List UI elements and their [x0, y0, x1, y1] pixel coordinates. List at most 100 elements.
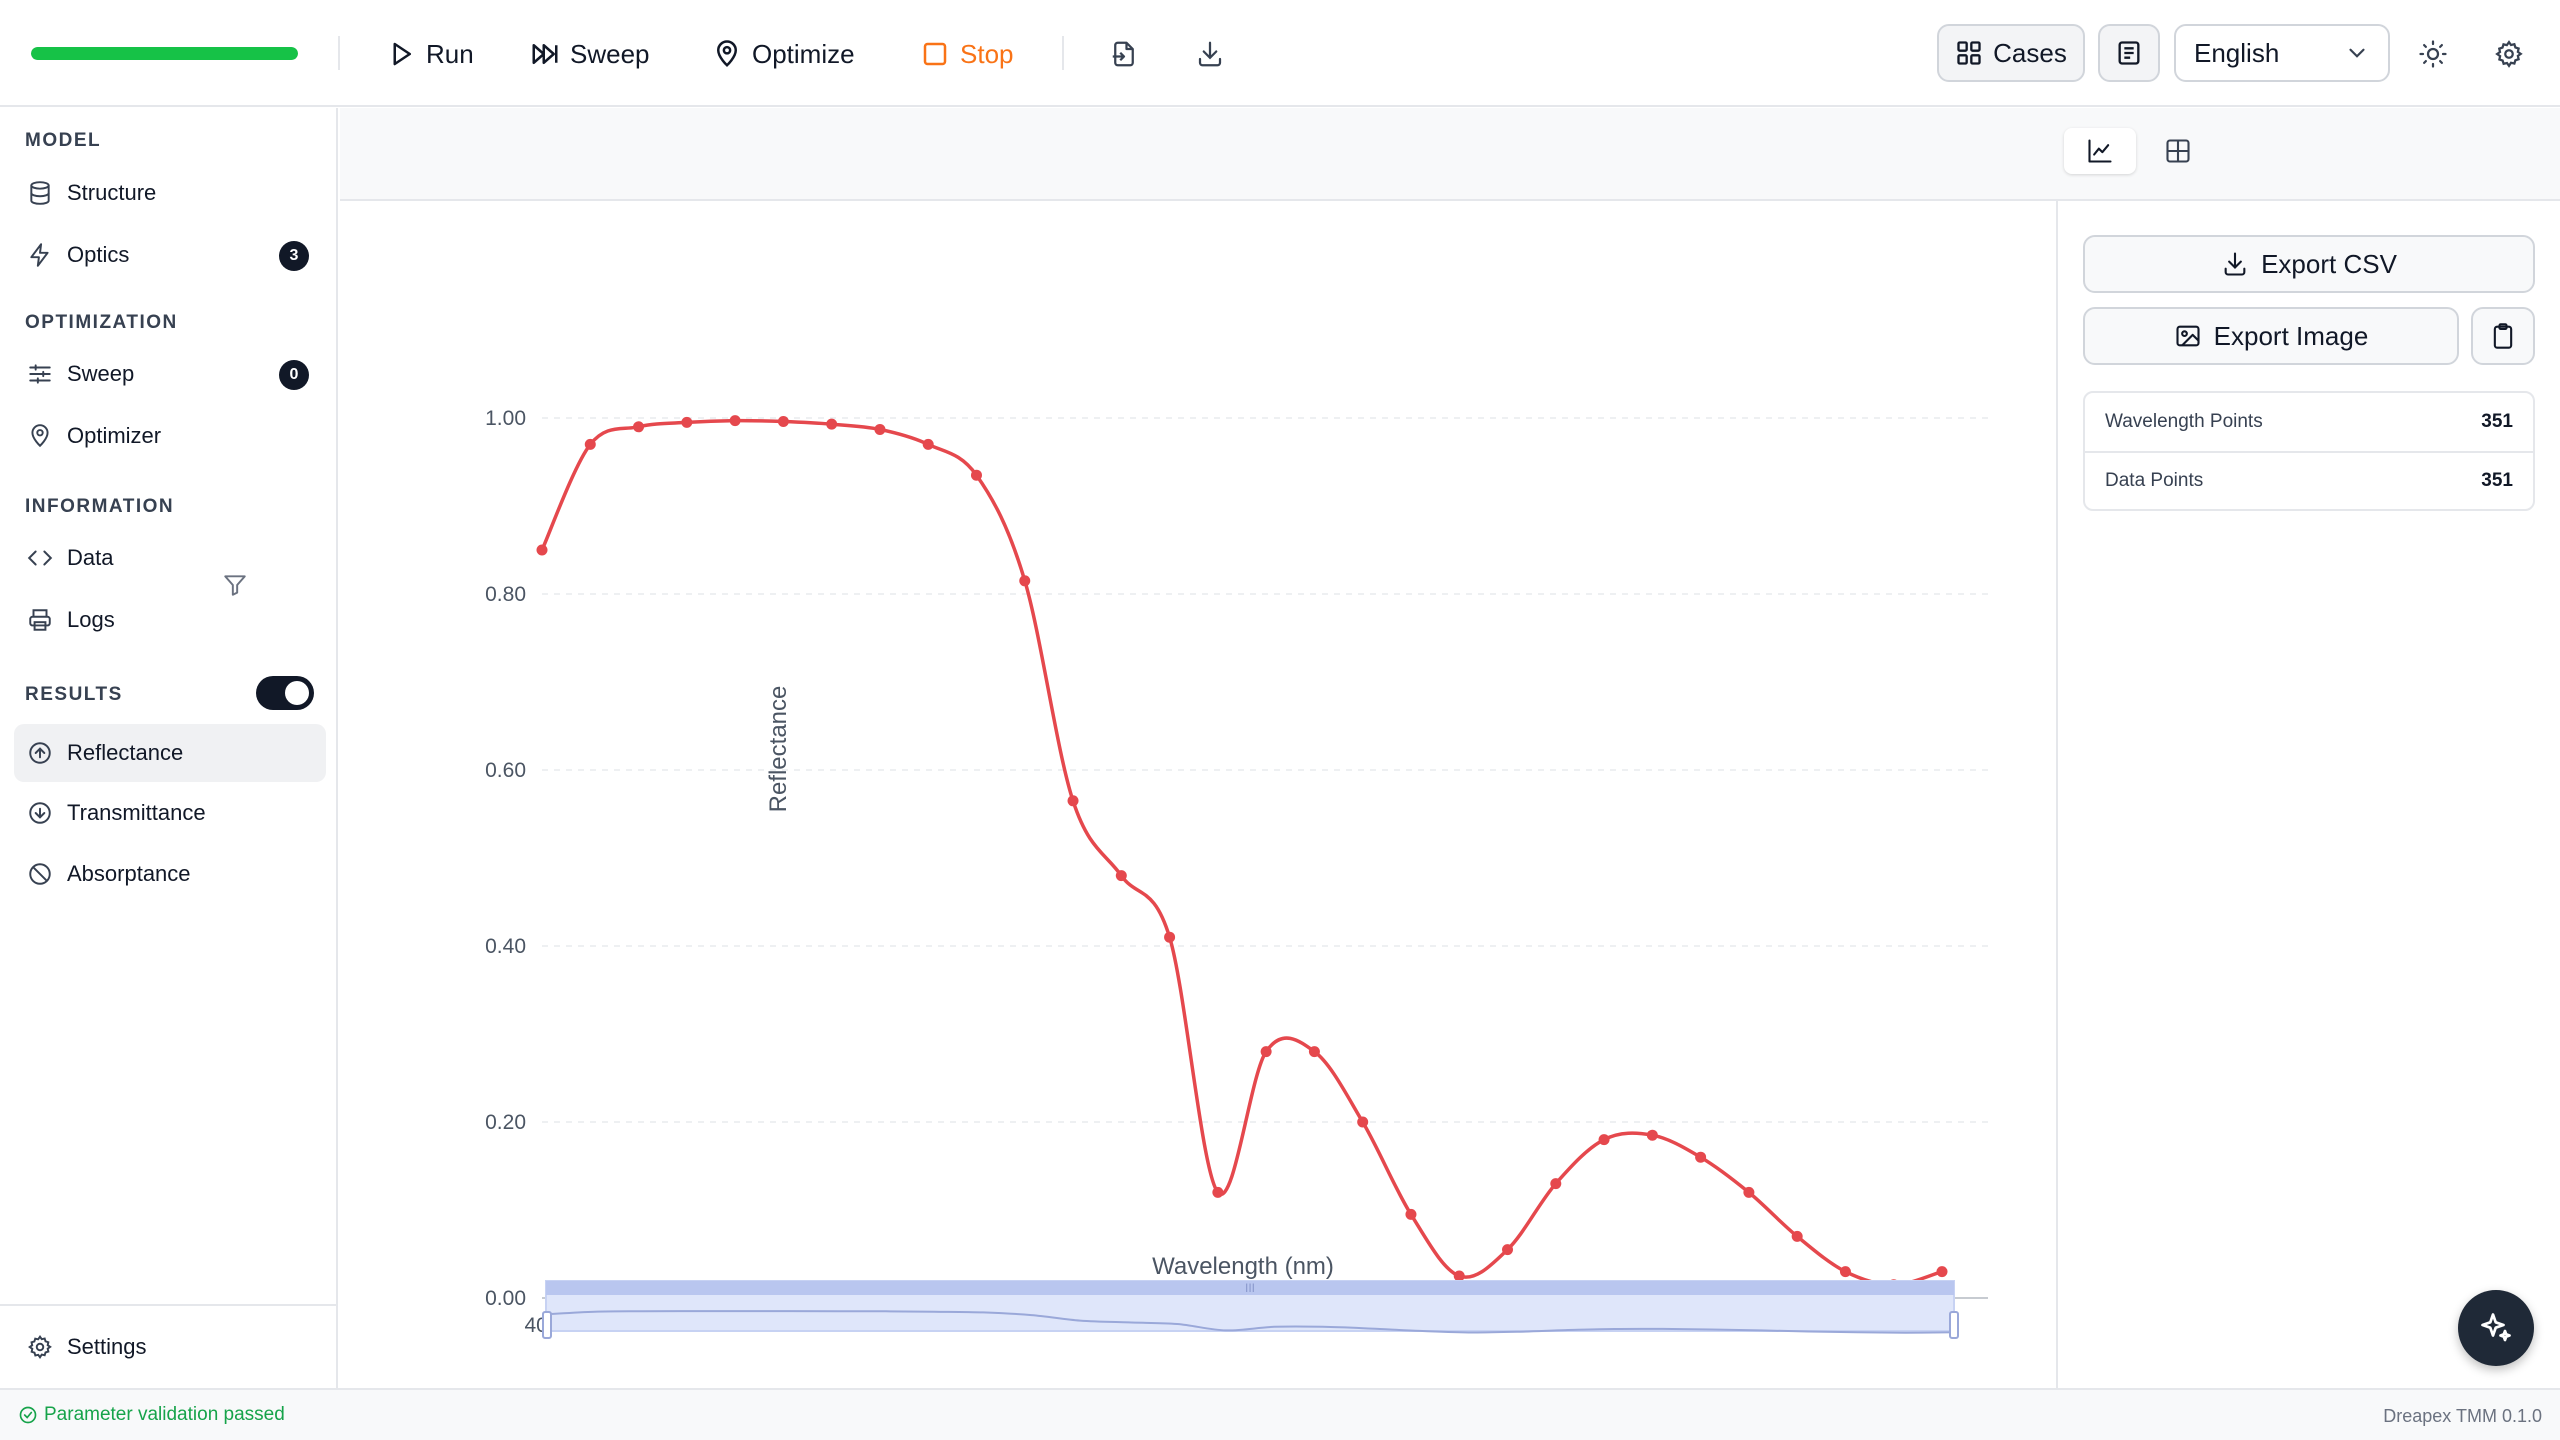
- toolbar: Run Sweep Optimize Stop Cases English: [0, 0, 2560, 107]
- cases-button[interactable]: Cases: [1937, 24, 2085, 82]
- data-point[interactable]: [681, 416, 693, 428]
- results-toggle[interactable]: [256, 676, 314, 710]
- download-button[interactable]: [1190, 34, 1230, 74]
- check-circle-icon: [19, 1406, 37, 1424]
- zoom-handle-left[interactable]: [542, 1311, 552, 1339]
- sweep-count-badge: 0: [279, 360, 309, 390]
- data-zoom-slider[interactable]: III: [542, 1280, 1959, 1339]
- status-bar: Parameter validation passed Dreapex TMM …: [0, 1388, 2560, 1440]
- data-point[interactable]: [1212, 1186, 1224, 1198]
- chart-area: 0.000.200.400.600.801.00 400412424436448…: [340, 201, 2056, 1388]
- sidebar-item-label: Transmittance: [67, 800, 206, 825]
- data-point[interactable]: [633, 421, 645, 433]
- stat-label: Wavelength Points: [2105, 411, 2263, 432]
- table-view-button[interactable]: [2142, 128, 2214, 174]
- reflectance-chart[interactable]: 0.000.200.400.600.801.00 400412424436448…: [340, 201, 2056, 1388]
- copy-to-clipboard-button[interactable]: [2471, 307, 2535, 365]
- filter-icon[interactable]: [222, 572, 248, 598]
- y-tick-label: 0.00: [485, 1287, 526, 1310]
- sidebar-item-data[interactable]: Data: [14, 529, 326, 587]
- export-csv-label: Export CSV: [2261, 248, 2397, 279]
- play-icon: [393, 42, 411, 66]
- chart-side-panel: Export CSV Export Image Wavelength Point…: [2056, 201, 2560, 1388]
- run-label: Run: [426, 38, 474, 69]
- data-point[interactable]: [874, 423, 886, 435]
- svg-text:III: III: [1245, 1281, 1255, 1295]
- data-point[interactable]: [1405, 1208, 1417, 1220]
- section-information: INFORMATION: [25, 496, 175, 517]
- data-point[interactable]: [584, 438, 596, 450]
- settings-button[interactable]: [2489, 34, 2529, 74]
- data-point[interactable]: [1598, 1134, 1610, 1146]
- run-button[interactable]: Run: [386, 30, 474, 78]
- gear-icon: [28, 1335, 52, 1360]
- data-point[interactable]: [1936, 1266, 1948, 1278]
- sidebar-item-label: Absorptance: [67, 861, 191, 886]
- download-icon: [2224, 252, 2246, 276]
- data-point[interactable]: [1695, 1151, 1707, 1163]
- stat-row: Data Points 351: [2085, 451, 2533, 509]
- data-point[interactable]: [1260, 1046, 1272, 1058]
- sweep-label: Sweep: [570, 38, 650, 69]
- y-tick-label: 0.80: [485, 583, 526, 606]
- data-point[interactable]: [777, 416, 789, 428]
- chart-view-button[interactable]: [2064, 128, 2136, 174]
- sidebar-item-label: Optics: [67, 242, 130, 267]
- sidebar-item-reflectance[interactable]: Reflectance: [14, 724, 326, 782]
- data-point[interactable]: [1115, 870, 1127, 882]
- sidebar-item-optics[interactable]: Optics 3: [14, 226, 326, 284]
- sweep-button[interactable]: Sweep: [530, 30, 650, 78]
- data-point[interactable]: [1839, 1266, 1851, 1278]
- data-point[interactable]: [1743, 1186, 1755, 1198]
- data-point[interactable]: [729, 415, 741, 427]
- data-point[interactable]: [1308, 1046, 1320, 1058]
- theme-toggle-button[interactable]: [2413, 34, 2453, 74]
- export-csv-button[interactable]: Export CSV: [2083, 235, 2535, 293]
- results-header: [340, 108, 2560, 201]
- data-point[interactable]: [1502, 1244, 1514, 1256]
- optimize-button[interactable]: Optimize: [712, 30, 855, 78]
- y-tick-label: 0.20: [485, 1111, 526, 1134]
- data-point[interactable]: [1357, 1116, 1369, 1128]
- sidebar-item-structure[interactable]: Structure: [14, 164, 326, 222]
- data-point[interactable]: [970, 469, 982, 481]
- ai-assistant-button[interactable]: [2458, 1290, 2534, 1366]
- validation-message: Parameter validation passed: [44, 1404, 285, 1425]
- data-point[interactable]: [1019, 575, 1031, 587]
- sidebar-item-sweep[interactable]: Sweep 0: [14, 345, 326, 403]
- data-point[interactable]: [1791, 1230, 1803, 1242]
- app-version: Dreapex TMM 0.1.0: [2383, 1406, 2542, 1426]
- sidebar-item-transmittance[interactable]: Transmittance: [14, 784, 326, 842]
- stats-list: Wavelength Points 351 Data Points 351: [2083, 391, 2535, 511]
- sliders-icon: [29, 364, 51, 384]
- lightning-icon: [30, 243, 49, 267]
- data-point[interactable]: [1550, 1178, 1562, 1190]
- sidebar-item-settings[interactable]: Settings: [14, 1318, 326, 1376]
- data-point[interactable]: [1067, 795, 1079, 807]
- export-image-label: Export Image: [2213, 320, 2369, 351]
- data-point[interactable]: [1453, 1270, 1465, 1282]
- map-pin-icon: [716, 40, 738, 67]
- language-select[interactable]: English: [2174, 24, 2390, 82]
- toggle-knob: [285, 681, 309, 705]
- arrow-down-circle-icon: [29, 802, 51, 824]
- sidebar-item-logs[interactable]: Logs: [14, 591, 326, 649]
- data-point[interactable]: [536, 544, 548, 556]
- zoom-handle-right[interactable]: [1949, 1311, 1959, 1339]
- stop-button[interactable]: Stop: [920, 30, 1014, 78]
- sidebar-item-label: Settings: [67, 1334, 147, 1359]
- data-point[interactable]: [826, 418, 838, 430]
- sun-icon: [2419, 40, 2447, 68]
- sidebar-item-optimizer[interactable]: Optimizer: [14, 407, 326, 465]
- export-image-button[interactable]: Export Image: [2083, 307, 2459, 365]
- sidebar-item-absorptance[interactable]: Absorptance: [14, 845, 326, 903]
- validation-status: Parameter validation passed: [18, 1404, 285, 1426]
- data-point[interactable]: [922, 438, 934, 450]
- clipboard-icon: [2493, 323, 2513, 349]
- download-icon: [1198, 41, 1222, 67]
- section-optimization: OPTIMIZATION: [25, 312, 178, 333]
- import-button[interactable]: [1104, 34, 1144, 74]
- notes-button[interactable]: [2098, 24, 2160, 82]
- data-point[interactable]: [1646, 1129, 1658, 1141]
- data-point[interactable]: [1164, 931, 1176, 943]
